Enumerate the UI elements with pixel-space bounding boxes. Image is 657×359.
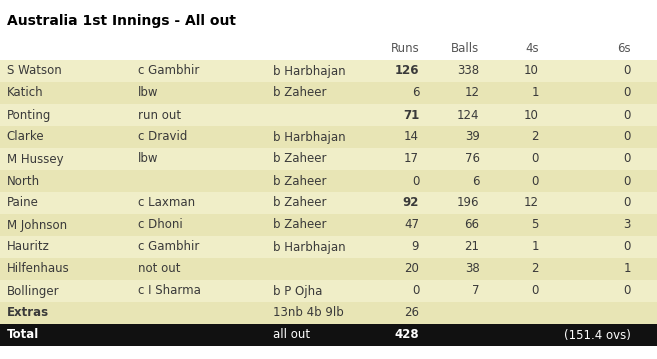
Text: Extras: Extras xyxy=(7,307,49,320)
Text: Hilfenhaus: Hilfenhaus xyxy=(7,262,70,275)
Text: Clarke: Clarke xyxy=(7,131,44,144)
FancyBboxPatch shape xyxy=(0,82,657,104)
Text: 0: 0 xyxy=(623,196,631,210)
Text: 1: 1 xyxy=(623,262,631,275)
Text: M Hussey: M Hussey xyxy=(7,153,63,165)
Text: 0: 0 xyxy=(623,87,631,99)
Text: (151.4 ovs): (151.4 ovs) xyxy=(564,328,631,341)
Text: c Gambhir: c Gambhir xyxy=(138,65,199,78)
Text: 3: 3 xyxy=(623,219,631,232)
Text: 428: 428 xyxy=(395,328,419,341)
Text: 92: 92 xyxy=(403,196,419,210)
Text: 10: 10 xyxy=(524,65,539,78)
Text: 0: 0 xyxy=(412,284,419,298)
Text: 9: 9 xyxy=(412,241,419,253)
Text: lbw: lbw xyxy=(138,87,158,99)
Text: b Harbhajan: b Harbhajan xyxy=(273,131,346,144)
Text: 0: 0 xyxy=(623,131,631,144)
Text: 2: 2 xyxy=(532,131,539,144)
Text: b Zaheer: b Zaheer xyxy=(273,174,326,187)
Text: not out: not out xyxy=(138,262,181,275)
Text: 0: 0 xyxy=(532,153,539,165)
Text: c Laxman: c Laxman xyxy=(138,196,195,210)
Text: North: North xyxy=(7,174,39,187)
FancyBboxPatch shape xyxy=(0,148,657,170)
Text: 39: 39 xyxy=(464,131,480,144)
Text: 26: 26 xyxy=(404,307,419,320)
Text: 1: 1 xyxy=(532,87,539,99)
Text: 126: 126 xyxy=(395,65,419,78)
Text: 14: 14 xyxy=(404,131,419,144)
Text: Bollinger: Bollinger xyxy=(7,284,59,298)
Text: 66: 66 xyxy=(464,219,480,232)
Text: Balls: Balls xyxy=(451,42,480,56)
FancyBboxPatch shape xyxy=(0,302,657,324)
Text: 0: 0 xyxy=(623,65,631,78)
FancyBboxPatch shape xyxy=(0,192,657,214)
FancyBboxPatch shape xyxy=(0,170,657,192)
Text: b Harbhajan: b Harbhajan xyxy=(273,241,346,253)
Text: 20: 20 xyxy=(404,262,419,275)
Text: 71: 71 xyxy=(403,108,419,121)
Text: Total: Total xyxy=(7,328,39,341)
Text: run out: run out xyxy=(138,108,181,121)
Text: b Zaheer: b Zaheer xyxy=(273,87,326,99)
Text: 17: 17 xyxy=(404,153,419,165)
Text: 4s: 4s xyxy=(525,42,539,56)
Text: 196: 196 xyxy=(457,196,480,210)
FancyBboxPatch shape xyxy=(0,236,657,258)
FancyBboxPatch shape xyxy=(0,60,657,82)
Text: Katich: Katich xyxy=(7,87,43,99)
Text: 0: 0 xyxy=(623,108,631,121)
FancyBboxPatch shape xyxy=(0,126,657,148)
Text: c I Sharma: c I Sharma xyxy=(138,284,201,298)
Text: 38: 38 xyxy=(465,262,480,275)
Text: 2: 2 xyxy=(532,262,539,275)
FancyBboxPatch shape xyxy=(0,280,657,302)
Text: 0: 0 xyxy=(623,241,631,253)
Text: S Watson: S Watson xyxy=(7,65,61,78)
Text: M Johnson: M Johnson xyxy=(7,219,67,232)
FancyBboxPatch shape xyxy=(0,104,657,126)
Text: 12: 12 xyxy=(524,196,539,210)
Text: 47: 47 xyxy=(404,219,419,232)
Text: Runs: Runs xyxy=(390,42,419,56)
Text: 12: 12 xyxy=(464,87,480,99)
Text: Ponting: Ponting xyxy=(7,108,51,121)
Text: 7: 7 xyxy=(472,284,480,298)
Text: 338: 338 xyxy=(457,65,480,78)
Text: 6s: 6s xyxy=(617,42,631,56)
Text: 0: 0 xyxy=(532,174,539,187)
Text: 21: 21 xyxy=(464,241,480,253)
FancyBboxPatch shape xyxy=(0,258,657,280)
Text: Hauritz: Hauritz xyxy=(7,241,49,253)
Text: c Dravid: c Dravid xyxy=(138,131,187,144)
Text: 6: 6 xyxy=(412,87,419,99)
Text: 76: 76 xyxy=(464,153,480,165)
Text: Australia 1st Innings - All out: Australia 1st Innings - All out xyxy=(7,14,236,28)
Text: Paine: Paine xyxy=(7,196,39,210)
Text: 5: 5 xyxy=(532,219,539,232)
Text: c Gambhir: c Gambhir xyxy=(138,241,199,253)
Text: b Zaheer: b Zaheer xyxy=(273,219,326,232)
Text: 10: 10 xyxy=(524,108,539,121)
Text: c Dhoni: c Dhoni xyxy=(138,219,183,232)
Text: 0: 0 xyxy=(623,153,631,165)
FancyBboxPatch shape xyxy=(0,324,657,346)
Text: b Harbhajan: b Harbhajan xyxy=(273,65,346,78)
Text: 124: 124 xyxy=(457,108,480,121)
Text: 0: 0 xyxy=(623,284,631,298)
Text: 1: 1 xyxy=(532,241,539,253)
Text: 0: 0 xyxy=(412,174,419,187)
Text: b P Ojha: b P Ojha xyxy=(273,284,322,298)
Text: all out: all out xyxy=(273,328,310,341)
Text: 0: 0 xyxy=(623,174,631,187)
Text: 6: 6 xyxy=(472,174,480,187)
Text: b Zaheer: b Zaheer xyxy=(273,153,326,165)
Text: 0: 0 xyxy=(532,284,539,298)
Text: 13nb 4b 9lb: 13nb 4b 9lb xyxy=(273,307,344,320)
FancyBboxPatch shape xyxy=(0,214,657,236)
Text: b Zaheer: b Zaheer xyxy=(273,196,326,210)
Text: lbw: lbw xyxy=(138,153,158,165)
